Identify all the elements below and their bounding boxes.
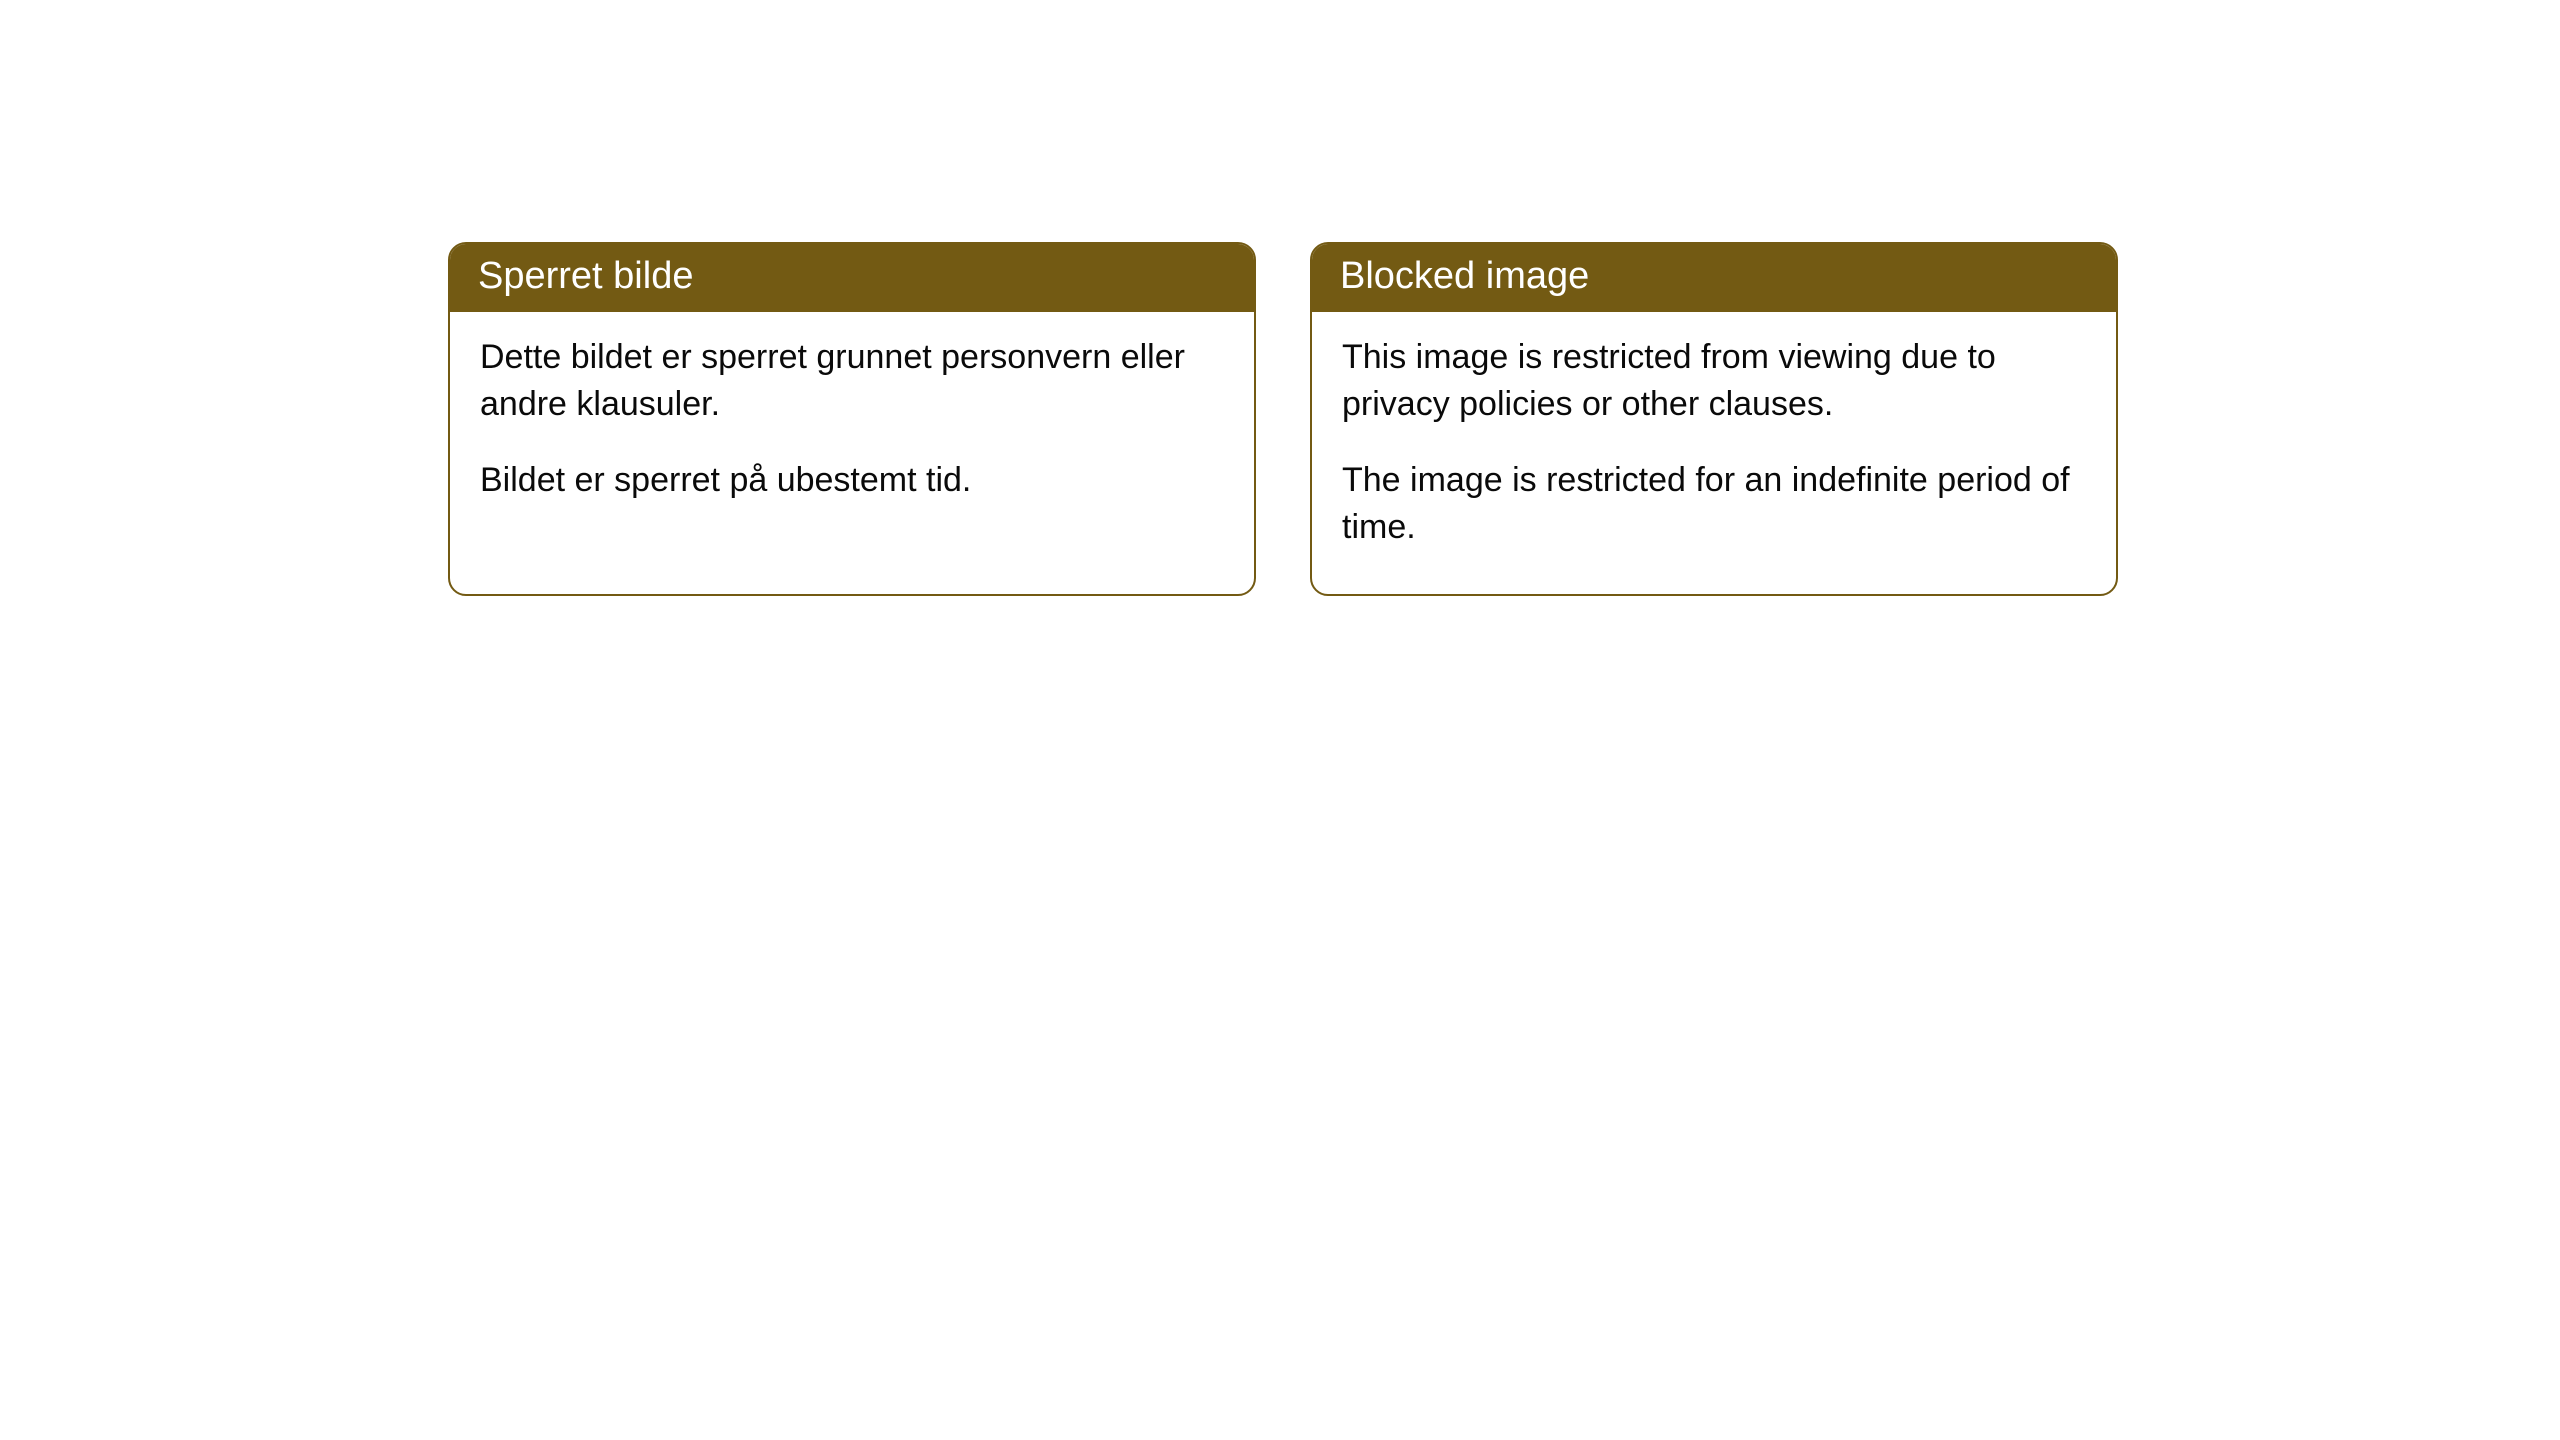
notice-paragraph: Bildet er sperret på ubestemt tid. (480, 457, 1224, 505)
notice-paragraph: Dette bildet er sperret grunnet personve… (480, 334, 1224, 429)
notice-body: This image is restricted from viewing du… (1312, 312, 2116, 594)
notice-card-english: Blocked image This image is restricted f… (1310, 242, 2118, 596)
notice-header: Sperret bilde (450, 244, 1254, 312)
notice-card-norwegian: Sperret bilde Dette bildet er sperret gr… (448, 242, 1256, 596)
notice-paragraph: The image is restricted for an indefinit… (1342, 457, 2086, 552)
notice-paragraph: This image is restricted from viewing du… (1342, 334, 2086, 429)
notice-body: Dette bildet er sperret grunnet personve… (450, 312, 1254, 547)
notice-header: Blocked image (1312, 244, 2116, 312)
notice-container: Sperret bilde Dette bildet er sperret gr… (448, 242, 2118, 596)
